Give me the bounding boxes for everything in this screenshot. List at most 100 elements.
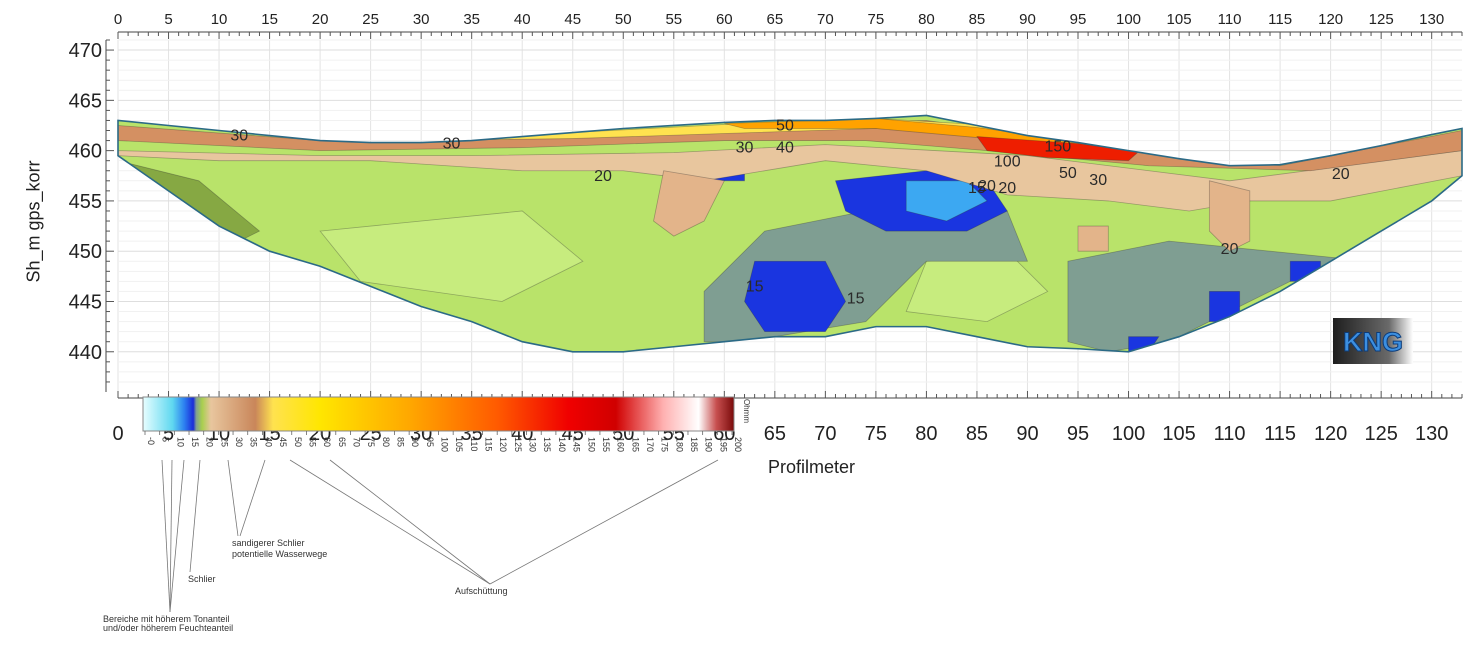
y-axis-label: Sh_m gps_korr: [23, 160, 44, 283]
colorbar-tick-label: 80: [381, 437, 391, 447]
colorbar-tick-label: 175: [660, 437, 670, 452]
x-tick-label-bottom: 5: [163, 423, 174, 445]
contour-label: 20: [998, 180, 1016, 197]
colorbar-tick-label: 130: [528, 437, 538, 452]
x-tick-label-bottom: 90: [1016, 423, 1038, 445]
x-tick-label-top: 15: [261, 11, 278, 28]
zone-tan-3: [1077, 225, 1109, 252]
y-tick-label: 470: [69, 40, 102, 62]
contour-label: 30: [1089, 172, 1107, 189]
annotation-leader: [329, 459, 491, 585]
colorbar-tick-label: 90: [410, 437, 420, 447]
colorbar-tick-label: 170: [645, 437, 655, 452]
x-tick-label-top: 70: [817, 11, 834, 28]
x-tick-label-top: 55: [665, 11, 682, 28]
colorbar-tick-label: 5: [161, 437, 171, 442]
colorbar-tick-label: 30: [234, 437, 244, 447]
svg-text:KNG: KNG: [1343, 327, 1403, 357]
x-tick-label-top: 90: [1019, 11, 1036, 28]
x-tick-label-top: 110: [1218, 11, 1242, 28]
x-tick-label-top: 65: [766, 11, 783, 28]
zone-blue-1: [744, 260, 847, 333]
x-tick-label-top: 40: [514, 11, 531, 28]
x-tick-label-top: 5: [164, 11, 172, 28]
colorbar-tick-label: 150: [586, 437, 596, 452]
colorbar-tick-label: -0: [146, 437, 156, 445]
annotation-leader: [489, 459, 719, 585]
colorbar-tick-label: 15: [190, 437, 200, 447]
colorbar-tick-label: 85: [395, 437, 405, 447]
y-tick-label: 465: [69, 90, 102, 112]
contour-label: 150: [1044, 139, 1071, 156]
contour-label: 15: [968, 180, 986, 197]
colorbar-tick-label: 55: [307, 437, 317, 447]
annotation-leader: [169, 459, 185, 613]
colorbar-tick-label: 50: [293, 437, 303, 447]
x-tick-label-top: 45: [564, 11, 581, 28]
x-tick-label-top: 75: [868, 11, 885, 28]
y-tick-label: 440: [69, 342, 102, 364]
kng-logo: KNG: [1333, 318, 1413, 364]
contour-label: 15: [746, 278, 764, 295]
x-tick-label-bottom: 80: [915, 423, 937, 445]
x-tick-label-bottom: 115: [1264, 423, 1296, 445]
x-tick-label-top: 60: [716, 11, 733, 28]
colorbar-tick-label: 45: [278, 437, 288, 447]
x-tick-label-top: 25: [362, 11, 379, 28]
contour-label: 20: [594, 168, 612, 185]
x-tick-label-bottom: 85: [966, 423, 988, 445]
contour-label: 30: [736, 140, 754, 157]
colorbar-tick-label: 25: [219, 437, 229, 447]
x-tick-label-bottom: 70: [814, 423, 836, 445]
colorbar-tick-label: 155: [601, 437, 611, 452]
x-tick-label-top: 35: [463, 11, 480, 28]
x-tick-label-top: 130: [1419, 11, 1444, 28]
x-tick-label-top: 115: [1268, 11, 1292, 28]
annotation-sandigerer-schlier: sandigerer Schlier: [232, 538, 305, 548]
x-tick-label-bottom: 95: [1067, 423, 1089, 445]
x-tick-label-top: 95: [1070, 11, 1087, 28]
x-tick-label-bottom: 125: [1364, 423, 1397, 445]
annotation-leader: [169, 459, 173, 613]
colorbar-tick-label: 135: [542, 437, 552, 452]
colorbar-tick-label: 60: [322, 437, 332, 447]
colorbar-tick-label: 200: [733, 437, 743, 452]
colorbar-tick-label: 100: [440, 437, 450, 452]
x-tick-label-top: 30: [413, 11, 430, 28]
colorbar-tick-label: 195: [718, 437, 728, 452]
colorbar-unit: Ohmm: [742, 399, 751, 423]
colorbar-tick-label: 75: [366, 437, 376, 447]
colorbar-tick-label: 125: [513, 437, 523, 452]
annotation-schlier: Schlier: [188, 574, 216, 584]
x-tick-label-top: 10: [211, 11, 228, 28]
x-tick-label-bottom: 105: [1162, 423, 1195, 445]
colorbar-tick-label: 115: [484, 437, 494, 451]
colorbar-tick-label: 70: [351, 437, 361, 447]
zone-tan-1: [653, 170, 725, 237]
annotation-leader: [289, 459, 491, 585]
colorbar-tick-label: 10: [175, 437, 185, 447]
x-tick-label-bottom: 0: [112, 423, 123, 445]
x-tick-label-top: 105: [1167, 11, 1192, 28]
annotation-wasserwege: potentielle Wasserwege: [232, 549, 328, 559]
colorbar: -0 5 10 15 20 25 30 35 40 45 50 55 60 65 70 75 80 85 90 95 1…: [142, 396, 751, 613]
x-tick-label-top: 120: [1318, 11, 1343, 28]
contour-label: 100: [994, 154, 1021, 171]
colorbar-gradient: [142, 396, 735, 432]
x-tick-label-top: 0: [114, 11, 122, 28]
colorbar-tick-label: 145: [572, 437, 582, 452]
annotation-tonanteil-1: Bereiche mit höherem Tonanteil: [103, 614, 230, 624]
x-tick-label-bottom: 120: [1314, 423, 1347, 445]
contour-label: 40: [776, 140, 794, 157]
annotation-aufschuettung: Aufschüttung: [455, 586, 508, 596]
contour-label: 50: [1059, 165, 1077, 182]
zone-blue-3: [1208, 291, 1241, 322]
colorbar-tick-label: 95: [425, 437, 435, 447]
x-tick-label-bottom: 130: [1415, 423, 1448, 445]
contour-label: 20: [1332, 166, 1350, 183]
colorbar-tick-label: 65: [337, 437, 347, 447]
zone-tan-2: [1208, 180, 1251, 252]
colorbar-tick-label: 20: [205, 437, 215, 447]
